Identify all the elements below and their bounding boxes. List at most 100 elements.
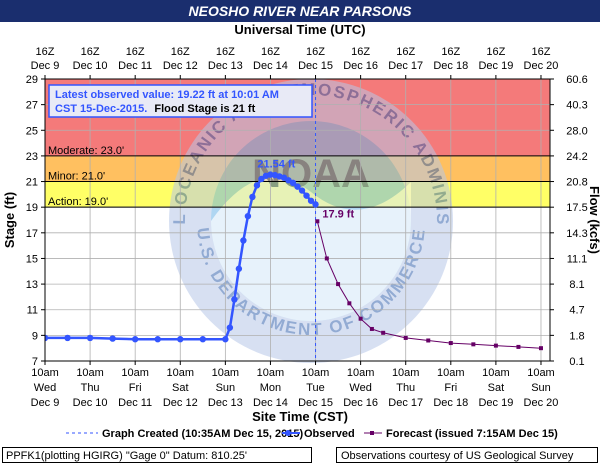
cst-tick-time: 10am xyxy=(527,367,555,379)
observed-point xyxy=(109,335,116,342)
utc-tick-date: Dec 18 xyxy=(433,60,468,72)
observed-point xyxy=(235,265,243,272)
flow-tick-label: 20.8 xyxy=(566,177,587,189)
cst-tick-date: Dec 12 xyxy=(163,397,198,409)
utc-tick-date: Dec 9 xyxy=(31,60,60,72)
utc-tick-hour: 16Z xyxy=(216,46,235,58)
utc-tick-hour: 16Z xyxy=(36,46,55,58)
flow-tick-label: 11.1 xyxy=(567,253,588,265)
utc-tick-hour: 16Z xyxy=(486,46,505,58)
cst-tick-day: Sat xyxy=(488,382,505,394)
observed-point xyxy=(294,183,301,190)
cst-tick-date: Dec 19 xyxy=(478,397,513,409)
forecast-point xyxy=(315,219,320,224)
info-box: Latest observed value: 19.22 ft at 10:01… xyxy=(48,84,313,118)
forecast-point xyxy=(448,341,453,346)
observed-point xyxy=(244,212,252,220)
stage-tick-label: 11 xyxy=(27,305,38,317)
threshold-label: Minor: 21.0' xyxy=(48,171,105,183)
cst-tick-time: 10am xyxy=(302,367,330,379)
cst-tick-time: 10am xyxy=(392,367,420,379)
legend-forecast-marker xyxy=(370,431,374,435)
chart-annotations: 21.54 ft 17.9 ft xyxy=(257,159,354,221)
cst-tick-day: Mon xyxy=(260,382,281,394)
observed-point xyxy=(199,336,207,343)
cst-tick-time: 10am xyxy=(31,367,59,379)
legend-forecast-label: Forecast (issued 7:15AM Dec 15) xyxy=(386,428,558,440)
cst-tick-time: 10am xyxy=(437,367,465,379)
legend-graph-created-label: Graph Created (10:35AM Dec 15, 2015) xyxy=(102,428,303,440)
cst-tick-day: Fri xyxy=(129,382,142,394)
utc-tick-hour: 16Z xyxy=(441,46,460,58)
info-box-latest-date: CST 15-Dec-2015. xyxy=(55,103,147,115)
observed-point xyxy=(64,334,71,342)
forecast-crest-label: 17.9 ft xyxy=(322,208,354,220)
cst-tick-day: Thu xyxy=(81,382,100,394)
cst-tick-day: Wed xyxy=(349,382,371,394)
flow-tick-label: 0.1 xyxy=(569,356,584,368)
cst-tick-date: Dec 10 xyxy=(73,397,108,409)
cst-tick-day: Sat xyxy=(172,382,189,394)
legend-observed-label: Observed xyxy=(304,428,355,440)
cst-tick-time: 10am xyxy=(482,367,510,379)
threshold-lines: Moderate: 23.0' Minor: 21.0' Action: 19.0' xyxy=(45,145,550,208)
flow-tick-label: 1.8 xyxy=(569,330,584,342)
utc-tick-hour: 16Z xyxy=(126,46,145,58)
flow-tick-label: 14.3 xyxy=(566,228,587,240)
stage-tick-label: 27 xyxy=(26,100,38,112)
utc-tick-date: Dec 13 xyxy=(208,60,243,72)
utc-tick-date: Dec 16 xyxy=(343,60,378,72)
cst-tick-date: Dec 18 xyxy=(433,397,468,409)
footer-datum-info: PPFK1(plotting HGIRG) "Gage 0" Datum: 81… xyxy=(2,447,312,463)
chart-axes: 7 9 11 13 15 17 19 21 23 25 27 29 0.1 1.8 4.7 8.1 11.1 14… xyxy=(2,22,600,424)
cst-tick-time: 10am xyxy=(212,367,240,379)
observed-point xyxy=(86,334,94,342)
forecast-point xyxy=(426,338,431,343)
cst-tick-time: 10am xyxy=(257,367,285,379)
info-box-line1: Latest observed value: 19.22 ft at 10:01… xyxy=(55,89,279,101)
flow-tick-label: 60.6 xyxy=(566,74,587,86)
flow-tick-label: 4.7 xyxy=(569,305,584,317)
stage-tick-label: 21 xyxy=(26,177,38,189)
utc-tick-date: Dec 14 xyxy=(253,60,288,72)
utc-tick-date: Dec 17 xyxy=(388,60,423,72)
utc-tick-date: Dec 20 xyxy=(524,60,559,72)
stage-tick-label: 17 xyxy=(26,228,38,240)
cst-tick-day: Tue xyxy=(306,382,325,394)
cst-tick-date: Dec 16 xyxy=(343,397,378,409)
observed-point xyxy=(240,237,247,244)
observed-point xyxy=(249,193,256,201)
forecast-point xyxy=(336,282,341,287)
utc-tick-date: Dec 19 xyxy=(478,60,513,72)
forecast-point xyxy=(516,344,521,349)
cst-tick-date: Dec 20 xyxy=(524,397,559,409)
threshold-label: Action: 19.0' xyxy=(48,196,108,208)
observed-point xyxy=(289,179,297,187)
utc-tick-date: Dec 15 xyxy=(298,60,333,72)
stage-tick-label: 13 xyxy=(26,279,38,291)
info-box-frame xyxy=(48,84,313,118)
forecast-point xyxy=(324,256,329,261)
flow-tick-label: 24.2 xyxy=(566,151,587,163)
forecast-point xyxy=(347,301,352,306)
utc-tick-hour: 16Z xyxy=(351,46,370,58)
stage-tick-label: 9 xyxy=(32,330,38,342)
chart-title: NEOSHO RIVER NEAR PARSONS xyxy=(0,0,600,22)
observed-point xyxy=(307,197,315,204)
peak-label: 21.54 ft xyxy=(257,159,295,171)
cst-tick-day: Sun xyxy=(216,382,236,394)
observed-point xyxy=(154,336,161,343)
y-axis-title: Stage (ft) xyxy=(2,192,17,248)
forecast-point xyxy=(493,343,498,348)
hydrograph-chart: NATIONAL OCEANIC AND ATMOSPHERIC ADMINIS… xyxy=(0,22,600,440)
cst-tick-time: 10am xyxy=(167,367,195,379)
observed-point xyxy=(45,334,49,342)
cst-tick-date: Dec 15 xyxy=(298,397,333,409)
info-box-line2: CST 15-Dec-2015. Flood Stage is 21 ft xyxy=(55,103,256,115)
cst-tick-date: Dec 13 xyxy=(208,397,243,409)
utc-tick-date: Dec 10 xyxy=(73,60,108,72)
utc-tick-date: Dec 11 xyxy=(118,60,152,72)
top-axis-title: Universal Time (UTC) xyxy=(234,22,365,37)
observed-point xyxy=(253,182,261,189)
chart-legend: Graph Created (10:35AM Dec 15, 2015) Obs… xyxy=(66,428,558,440)
